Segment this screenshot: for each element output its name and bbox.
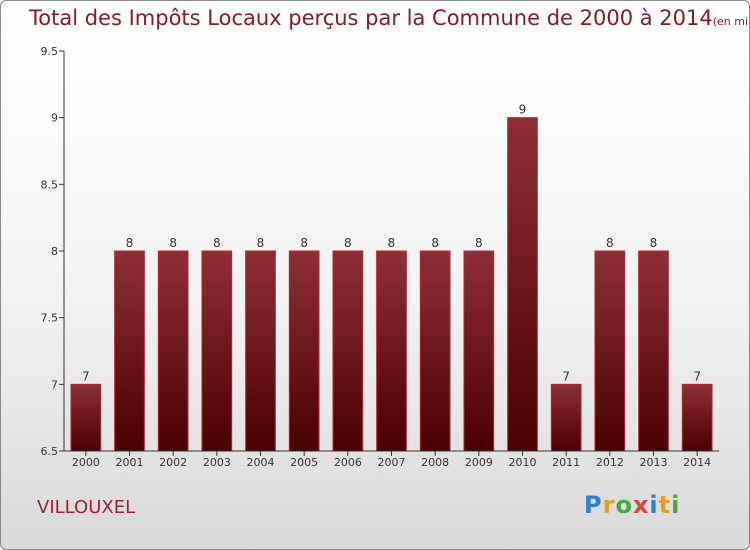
data-label: 8 xyxy=(475,236,483,250)
x-tick-label: 2013 xyxy=(640,456,668,469)
x-tick-label: 2008 xyxy=(421,456,449,469)
data-label: 8 xyxy=(213,236,221,250)
y-tick-label: 7 xyxy=(51,378,58,391)
data-label: 8 xyxy=(606,236,614,250)
x-tick-label: 2000 xyxy=(72,456,100,469)
y-tick-label: 8.5 xyxy=(41,178,59,191)
x-tick-label: 2011 xyxy=(552,456,580,469)
y-tick-label: 6.5 xyxy=(41,445,59,458)
y-tick-label: 9.5 xyxy=(41,45,59,58)
bar xyxy=(638,250,669,452)
bar xyxy=(419,250,451,452)
y-axis: 6.5 7 7.5 8 8.5 9 9.5 xyxy=(41,45,65,458)
x-tick-label: 2014 xyxy=(683,456,711,469)
bar xyxy=(681,383,713,452)
bar xyxy=(288,250,320,452)
x-tick-label: 2009 xyxy=(465,456,493,469)
x-tick-label: 2007 xyxy=(378,456,406,469)
bar xyxy=(376,250,407,452)
bar xyxy=(157,250,189,452)
y-tick-label: 8 xyxy=(51,245,58,258)
logo-letter: o xyxy=(615,491,633,519)
x-tick-label: 2010 xyxy=(509,456,537,469)
data-label: 8 xyxy=(257,236,265,250)
data-label: 7 xyxy=(562,369,570,383)
bar xyxy=(463,250,495,452)
data-label: 8 xyxy=(169,236,177,250)
commune-name: VILLOUXEL xyxy=(37,497,136,518)
bars: 7 8 8 8 8 8 8 8 8 8 9 7 8 8 7 xyxy=(70,103,713,452)
x-tick-label: 2012 xyxy=(596,456,624,469)
y-tick-label: 7.5 xyxy=(41,312,59,325)
bar xyxy=(594,250,626,452)
x-tick-label: 2003 xyxy=(203,456,231,469)
data-label: 8 xyxy=(388,236,396,250)
logo-letter: i xyxy=(671,491,681,519)
data-label: 9 xyxy=(519,103,527,117)
data-label: 8 xyxy=(126,236,134,250)
bar xyxy=(507,117,538,452)
bar xyxy=(201,250,233,452)
bar xyxy=(245,250,276,452)
data-label: 8 xyxy=(344,236,352,250)
bar xyxy=(114,250,145,452)
logo-letter: t xyxy=(658,491,672,519)
logo-letter: i xyxy=(649,491,659,519)
logo-letter: r xyxy=(602,491,616,519)
x-tick-label: 2002 xyxy=(159,456,187,469)
data-label: 8 xyxy=(431,236,439,250)
logo-letter: P xyxy=(584,491,603,519)
x-tick-label: 2005 xyxy=(290,456,318,469)
bar xyxy=(332,250,364,452)
logo-letter: x xyxy=(632,491,650,519)
x-tick-label: 2006 xyxy=(334,456,362,469)
proxiti-logo: Proxiti xyxy=(584,491,680,519)
chart-unit: (en milliers d'€) xyxy=(712,15,749,28)
bar xyxy=(70,383,102,452)
y-tick-label: 9 xyxy=(51,112,58,125)
chart-title-text: Total des Impôts Locaux perçus par la Co… xyxy=(29,6,713,30)
x-tick-label: 2004 xyxy=(247,456,275,469)
data-label: 8 xyxy=(300,236,308,250)
data-label: 8 xyxy=(650,236,658,250)
data-label: 7 xyxy=(693,369,701,383)
data-label: 7 xyxy=(82,369,90,383)
bar xyxy=(550,383,582,452)
chart-title: Total des Impôts Locaux perçus par la Co… xyxy=(29,6,749,30)
x-axis: 2000 2001 2002 2003 2004 2005 2006 2007 2008 2009… xyxy=(64,450,719,469)
x-tick-label: 2001 xyxy=(116,456,144,469)
